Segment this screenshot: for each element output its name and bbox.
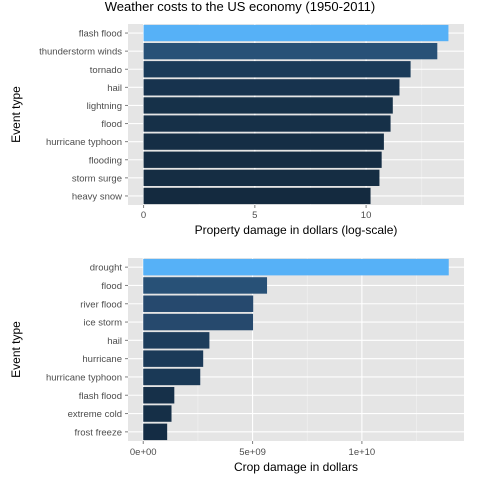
chart-title: Weather costs to the US economy (1950-20… <box>105 0 376 14</box>
y-tick-label: river flood <box>80 299 122 310</box>
bar-heavy-snow <box>143 187 371 205</box>
y-tick-label: flood <box>101 281 122 292</box>
y-tick-label: hurricane typhoon <box>46 137 122 148</box>
y-tick-label: drought <box>90 263 123 274</box>
bar-flood <box>143 277 268 294</box>
y-tick-label: storm surge <box>72 173 122 184</box>
x-tick-label: 10 <box>361 210 372 221</box>
bar-hurricane-typhoon <box>143 133 384 150</box>
x-axis-title: Crop damage in dollars <box>234 460 358 474</box>
y-tick-label: hail <box>107 336 122 347</box>
bar-ice-storm <box>143 313 254 331</box>
bar-flash-flood <box>143 387 175 404</box>
bar-lightning <box>143 97 393 114</box>
y-tick-label: frost freeze <box>74 427 122 438</box>
bar-flooding <box>143 151 382 168</box>
y-tick-label: heavy snow <box>72 191 122 202</box>
y-tick-label: hail <box>107 83 122 94</box>
chart-panel-2: drought flood river flood ice storm hail hurr… <box>9 258 464 474</box>
bar-frost-freeze <box>143 423 168 441</box>
x-tick-label: 0 <box>141 210 146 221</box>
bar-flood <box>143 115 391 132</box>
x-axis-title: Property damage in dollars (log-scale) <box>195 223 398 237</box>
y-tick-label: lightning <box>87 101 122 112</box>
y-tick-label: flash flood <box>79 29 122 40</box>
bar-tornado <box>143 61 411 78</box>
bar-extreme-cold <box>143 405 172 422</box>
y-axis-title: Event type <box>9 86 23 143</box>
y-axis-title: Event type <box>9 321 23 378</box>
x-tick-label: 5e+09 <box>239 447 266 458</box>
y-tick-label: flooding <box>89 155 122 166</box>
bar-hail <box>143 79 400 96</box>
bar-hurricane <box>143 350 204 367</box>
y-tick-label: tornado <box>90 65 122 76</box>
bar-river-flood <box>143 295 254 312</box>
y-tick-label: thunderstorm winds <box>39 47 122 58</box>
bar-drought <box>143 258 449 276</box>
y-tick-label: hurricane <box>82 354 122 365</box>
x-tick-label: 1e+10 <box>349 447 376 458</box>
chart-panel-1: flash flood thunderstorm winds tornado hail… <box>9 24 464 237</box>
bar-thunderstorm-winds <box>143 43 438 60</box>
y-tick-label: extreme cold <box>68 409 122 420</box>
y-tick-label: flood <box>101 119 122 130</box>
bar-hail <box>143 332 210 349</box>
bar-storm-surge <box>143 169 380 186</box>
y-tick-label: flash flood <box>79 391 122 402</box>
y-tick-label: hurricane typhoon <box>46 372 122 383</box>
bar-hurricane-typhoon <box>143 368 201 386</box>
bar-flash-flood <box>143 24 449 42</box>
y-tick-label: ice storm <box>83 318 122 329</box>
x-tick-label: 5 <box>252 210 257 221</box>
x-tick-label: 0e+00 <box>130 447 157 458</box>
